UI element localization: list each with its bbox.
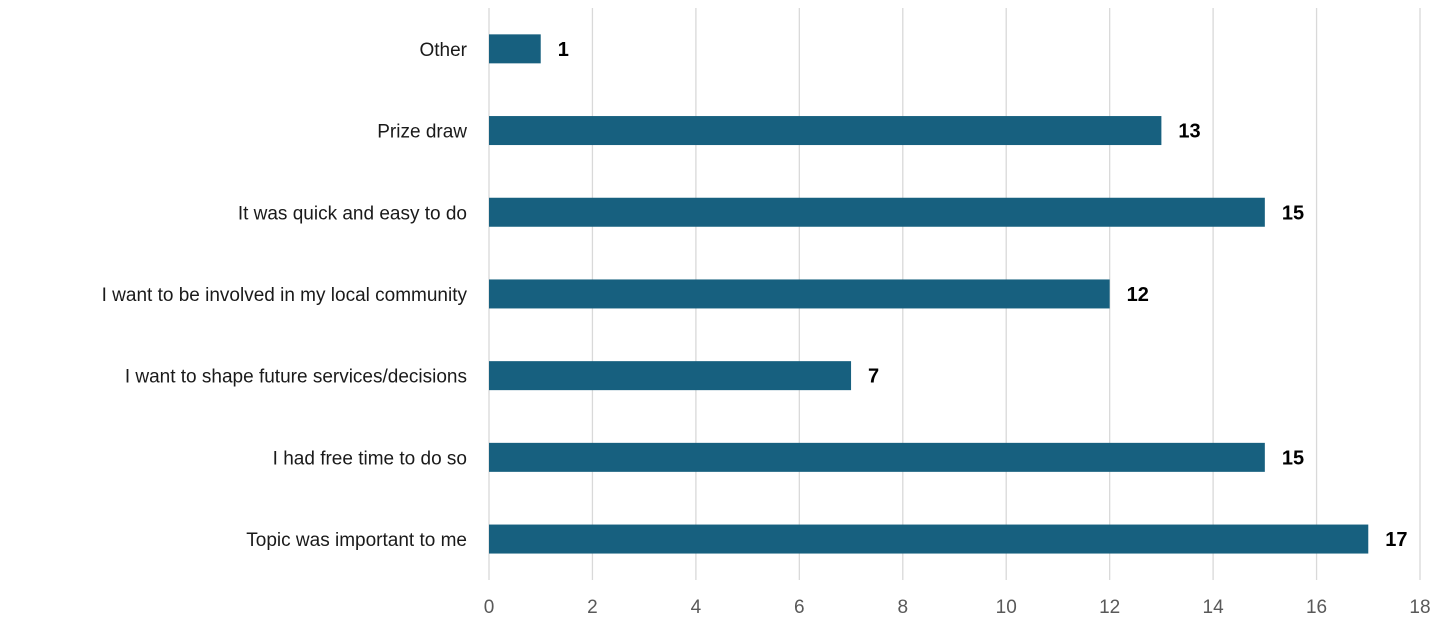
bars xyxy=(489,34,1369,554)
bar xyxy=(489,361,852,391)
bar xyxy=(489,116,1162,146)
x-tick-label: 12 xyxy=(1099,597,1120,618)
category-label: Other xyxy=(419,40,467,61)
x-tick-label: 10 xyxy=(996,597,1017,618)
category-label: Prize draw xyxy=(377,122,467,143)
data-label: 1 xyxy=(558,39,569,61)
bar xyxy=(489,442,1265,472)
category-label: I had free time to do so xyxy=(273,448,467,469)
category-label: It was quick and easy to do xyxy=(238,203,467,224)
category-label: I want to shape future services/decision… xyxy=(125,367,467,388)
category-label: I want to be involved in my local commun… xyxy=(102,285,468,306)
data-label: 15 xyxy=(1282,202,1304,224)
x-tick-label: 8 xyxy=(897,597,908,618)
value-labels: 1 13 15 12 7 15 17 xyxy=(558,39,1408,551)
category-label: Topic was important to me xyxy=(246,530,467,551)
x-tick-label: 4 xyxy=(691,597,702,618)
category-labels: Other Prize draw It was quick and easy to … xyxy=(102,40,468,551)
data-label: 13 xyxy=(1178,121,1200,143)
bar xyxy=(489,197,1265,227)
bar xyxy=(489,34,541,64)
x-tick-label: 16 xyxy=(1306,597,1327,618)
x-tick-label: 18 xyxy=(1409,597,1430,618)
bar xyxy=(489,524,1369,554)
data-label: 12 xyxy=(1127,284,1149,306)
bar xyxy=(489,279,1110,309)
data-label: 7 xyxy=(868,366,879,388)
x-tick-label: 6 xyxy=(794,597,805,618)
data-label: 17 xyxy=(1385,529,1407,551)
x-tick-label: 2 xyxy=(587,597,598,618)
data-label: 15 xyxy=(1282,447,1304,469)
x-tick-label: 14 xyxy=(1203,597,1225,618)
x-axis-ticks: 0 2 4 6 8 10 12 14 16 18 xyxy=(484,597,1431,618)
x-tick-label: 0 xyxy=(484,597,495,618)
